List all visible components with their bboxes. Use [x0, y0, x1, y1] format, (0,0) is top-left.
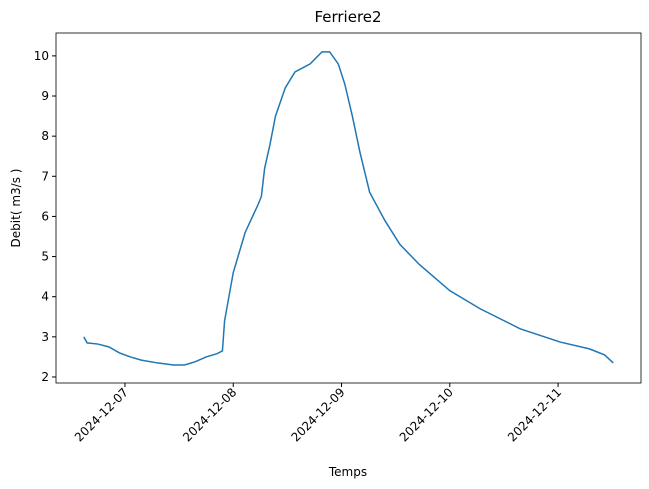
y-tick-label: 3	[41, 330, 49, 344]
x-tick-label: 2024-12-08	[180, 385, 239, 444]
x-tick-label: 2024-12-09	[288, 385, 347, 444]
y-tick-label: 10	[34, 49, 49, 63]
y-tick-label: 6	[41, 209, 49, 223]
chart-title: Ferriere2	[314, 8, 381, 26]
x-axis-label: Temps	[328, 465, 367, 479]
y-tick-label: 4	[41, 290, 49, 304]
y-tick-label: 8	[41, 129, 49, 143]
y-tick-label: 9	[41, 89, 49, 103]
y-tick-label: 5	[41, 250, 49, 264]
y-tick-label: 7	[41, 169, 49, 183]
x-tick-label: 2024-12-11	[505, 385, 564, 444]
plot-frame	[55, 32, 642, 384]
x-tick-label: 2024-12-10	[397, 385, 456, 444]
data-line	[83, 51, 614, 366]
y-tick-label: 2	[41, 370, 49, 384]
y-axis-label: Debit( m3/s )	[9, 169, 23, 248]
x-tick-label: 2024-12-07	[72, 385, 131, 444]
